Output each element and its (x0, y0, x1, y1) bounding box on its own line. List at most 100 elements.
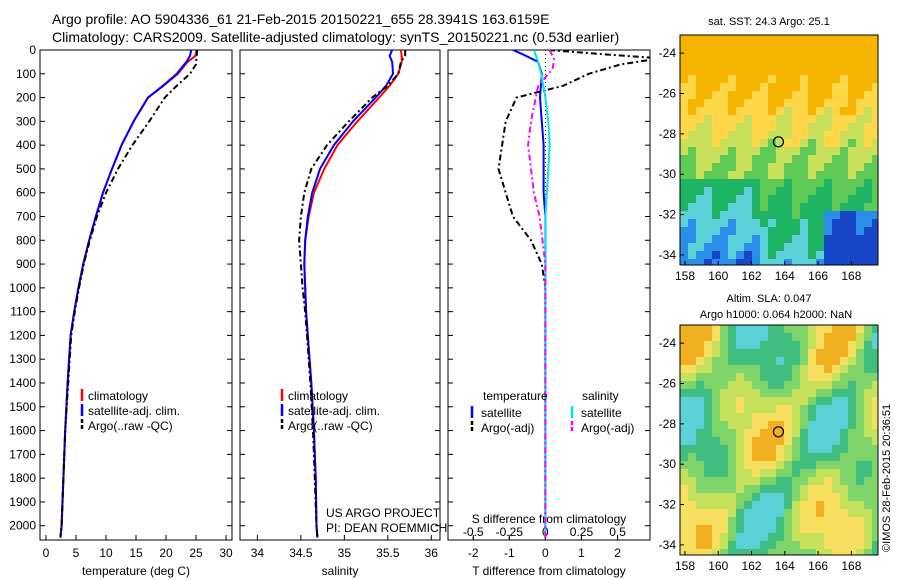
map-cell (840, 123, 848, 131)
map-cell (768, 525, 776, 533)
map-cell (696, 421, 704, 429)
map-cell (720, 251, 728, 259)
map-cell (752, 83, 760, 91)
map-cell (864, 389, 872, 397)
map-cell (808, 163, 816, 171)
map-cell (688, 59, 696, 67)
map-cell (704, 533, 712, 541)
map-cell (872, 477, 878, 485)
map-cell (784, 357, 792, 365)
map-cell (824, 477, 832, 485)
map-cell (800, 235, 808, 243)
map-cell (872, 469, 878, 477)
map-cell (760, 67, 768, 75)
map-cell (784, 251, 792, 259)
map-cell (680, 429, 688, 437)
map-cell (832, 485, 840, 493)
map-cell (872, 541, 878, 549)
map-cell (760, 437, 768, 445)
map-cell (696, 325, 704, 333)
map-cell (776, 397, 784, 405)
map-cell (712, 155, 720, 163)
map-cell (720, 437, 728, 445)
map-cell (680, 115, 688, 123)
map-cell (736, 525, 744, 533)
map-cell (872, 381, 878, 389)
map-cell (808, 107, 816, 115)
map-cell (696, 333, 704, 341)
lat-tick-label: -24 (659, 46, 677, 60)
map-cell (840, 525, 848, 533)
map-cell (744, 147, 752, 155)
map-cell (760, 453, 768, 461)
map-cell (720, 51, 728, 59)
map-cell (832, 59, 840, 67)
map-cell (736, 235, 744, 243)
map-cell (792, 163, 800, 171)
map-cell (856, 91, 864, 99)
map-cell (856, 325, 864, 333)
map-cell (856, 259, 864, 265)
map-cell (704, 163, 712, 171)
map-cell (680, 195, 688, 203)
map-cell (784, 219, 792, 227)
map-cell (840, 421, 848, 429)
map-cell (760, 365, 768, 373)
map-cell (752, 477, 760, 485)
map-cell (744, 91, 752, 99)
map-cell (768, 381, 776, 389)
map-cell (712, 325, 720, 333)
map-cell (696, 131, 704, 139)
map-cell (824, 171, 832, 179)
map-cell (848, 333, 856, 341)
map-cell (848, 517, 856, 525)
map-cell (744, 203, 752, 211)
map-cell (696, 211, 704, 219)
map-cell (824, 179, 832, 187)
map-cell (824, 235, 832, 243)
series-line (532, 50, 551, 538)
map-cell (736, 365, 744, 373)
map-cell (768, 325, 776, 333)
map-cell (696, 59, 704, 67)
map-cell (680, 469, 688, 477)
map-cell (840, 477, 848, 485)
lon-tick-label: 166 (808, 269, 828, 283)
map-cell (688, 35, 696, 43)
lon-tick-label: 168 (841, 559, 861, 573)
map-cell (696, 171, 704, 179)
map-cell (728, 429, 736, 437)
map-cell (776, 461, 784, 469)
map-cell (744, 107, 752, 115)
map-cell (768, 163, 776, 171)
map-cell (800, 533, 808, 541)
map-cell (824, 195, 832, 203)
map-cell (744, 35, 752, 43)
map-cell (776, 123, 784, 131)
map-cell (696, 413, 704, 421)
map-cell (768, 227, 776, 235)
map-cell (800, 469, 808, 477)
map-cell (824, 525, 832, 533)
map-cell (840, 445, 848, 453)
map-cell (864, 99, 872, 107)
map-cell (856, 533, 864, 541)
map-cell (808, 259, 816, 265)
lon-tick-label: 158 (675, 269, 695, 283)
map-cell (800, 421, 808, 429)
map-cell (728, 397, 736, 405)
depth-tick-label: 800 (16, 233, 36, 247)
map-cell (736, 115, 744, 123)
map-cell (712, 83, 720, 91)
map-cell (824, 83, 832, 91)
map-cell (776, 373, 784, 381)
map-cell (712, 549, 720, 555)
x-tick-label: 10 (99, 546, 113, 560)
lat-tick-label: -26 (659, 377, 677, 391)
map-cell (752, 525, 760, 533)
map-cell (736, 171, 744, 179)
map-cell (816, 349, 824, 357)
map-cell (832, 413, 840, 421)
map-cell (776, 413, 784, 421)
map-cell (688, 203, 696, 211)
